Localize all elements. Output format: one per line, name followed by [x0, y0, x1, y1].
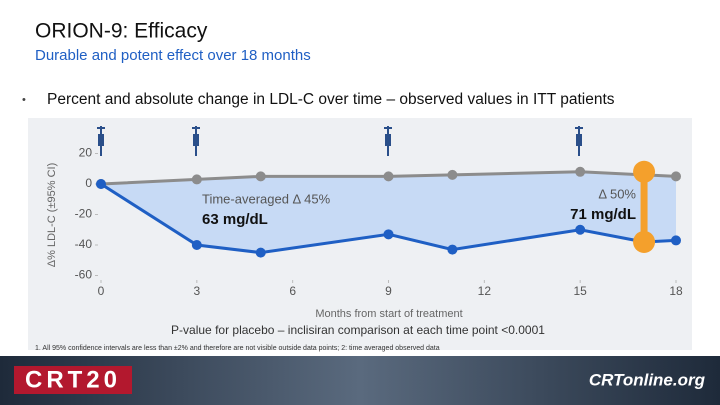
- data-point: [96, 179, 106, 189]
- data-point: [383, 229, 394, 240]
- dose-icon: [576, 134, 582, 146]
- bracket-end: [633, 160, 656, 183]
- footer-logo: CRT20: [25, 366, 121, 393]
- footnote: P-value for placebo – inclisiran compari…: [171, 323, 545, 337]
- data-point: [191, 240, 202, 250]
- x-tick-label: 12: [478, 284, 492, 298]
- dose-icon: [98, 134, 104, 146]
- x-tick-label: 15: [573, 284, 587, 298]
- bullet-text: Percent and absolute change in LDL-C ove…: [47, 91, 615, 108]
- annotation: 63 mg/dL: [202, 211, 268, 228]
- x-tick-label: 18: [669, 284, 683, 298]
- data-point: [383, 171, 394, 182]
- annotation: Δ 50%: [598, 186, 636, 201]
- bracket-end: [633, 230, 656, 253]
- data-point: [447, 244, 458, 255]
- annotation: 71 mg/dL: [570, 206, 636, 223]
- x-tick-label: 9: [385, 284, 392, 298]
- logo-box: [14, 366, 132, 394]
- data-point: [255, 171, 266, 182]
- data-point: [575, 224, 586, 235]
- data-point: [575, 166, 586, 177]
- y-tick-label: -20: [75, 207, 93, 221]
- data-point: [447, 169, 458, 180]
- data-point: [255, 247, 266, 258]
- y-axis-label: Δ% LDL-C (±95% CI): [46, 163, 58, 267]
- x-axis-label: Months from start of treatment: [315, 308, 462, 320]
- y-tick-label: -40: [75, 237, 93, 251]
- slide-title: ORION-9: Efficacy: [35, 20, 208, 43]
- bullet-dot: •: [22, 94, 26, 106]
- annotation: Time-averaged Δ 45%: [202, 191, 331, 206]
- footer-site: CRTonline.org: [589, 370, 706, 389]
- y-tick-label: 0: [85, 176, 92, 190]
- data-point: [671, 235, 681, 246]
- slide-subtitle: Durable and potent effect over 18 months: [35, 47, 311, 64]
- data-point: [671, 171, 681, 182]
- plot: 20 0 -20 -40 -60 0 3 6 9 12 15 18: [75, 126, 683, 298]
- dose-icon: [193, 134, 199, 146]
- dose-icon: [385, 134, 391, 146]
- x-tick-label: 3: [193, 284, 200, 298]
- data-point: [191, 174, 202, 185]
- y-tick-label: 20: [79, 146, 93, 160]
- difference-area: [101, 171, 676, 253]
- x-tick-label: 0: [98, 284, 105, 298]
- y-tick-label: -60: [75, 268, 93, 282]
- footnote: 1. All 95% confidence intervals are less…: [35, 345, 440, 352]
- x-tick-label: 6: [289, 284, 296, 298]
